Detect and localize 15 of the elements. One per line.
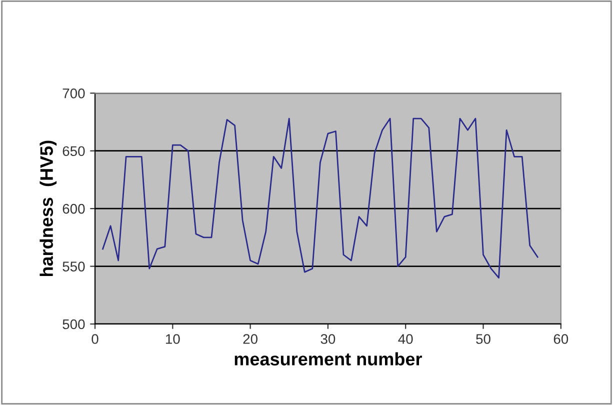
x-tick-label: 50 [476,334,490,344]
x-axis-title: measurement number [234,352,422,366]
x-tick-label: 10 [166,334,180,344]
x-tick-label: 40 [398,334,413,344]
x-tick-label: 30 [320,334,336,344]
y-tick-label: 700 [62,88,85,98]
x-tick-label: 20 [243,334,258,344]
y-tick-label: 500 [62,319,85,330]
y-tick-label: 650 [62,146,85,156]
y-tick-label: 550 [62,262,85,272]
x-tick-label: 60 [554,334,568,344]
line-series [102,118,538,279]
y-axis-title: hardness (HV5) [40,140,57,276]
y-tick-label: 600 [62,204,85,214]
x-tick-label: 0 [92,334,98,344]
